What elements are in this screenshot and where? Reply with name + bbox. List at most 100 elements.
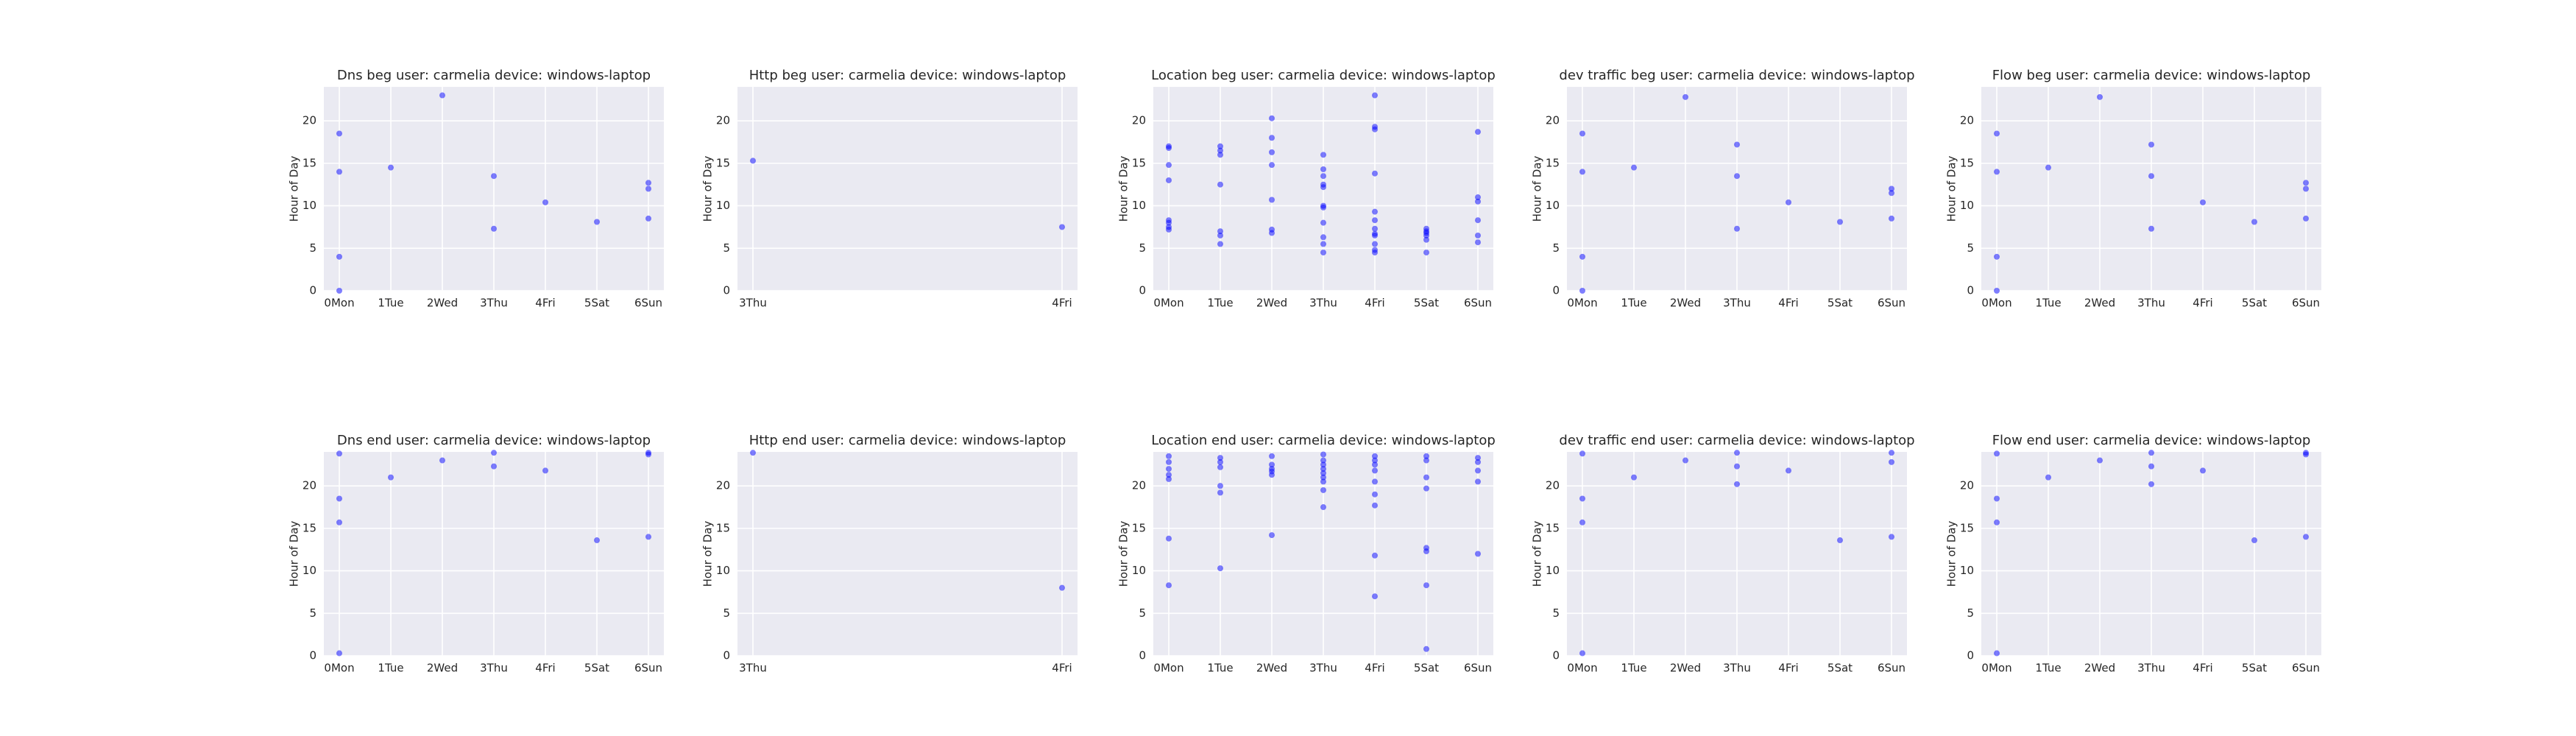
point <box>1579 519 1585 526</box>
y-axis-label: Hour of Day <box>1117 521 1130 587</box>
point <box>1372 457 1378 464</box>
point <box>594 537 600 544</box>
point <box>1475 198 1481 205</box>
x-tick-label: 5Sat <box>584 297 609 310</box>
point <box>1889 450 1894 456</box>
point <box>1423 457 1429 464</box>
point <box>1372 552 1378 559</box>
x-tick-label: 3Thu <box>1723 297 1751 310</box>
x-tick-label: 3Thu <box>739 662 767 675</box>
point <box>645 180 651 186</box>
point <box>1734 141 1740 148</box>
point <box>1372 126 1378 132</box>
point <box>388 474 394 481</box>
point <box>1166 472 1172 478</box>
point <box>1166 582 1172 589</box>
y-tick-label: 20 <box>716 479 730 492</box>
point <box>1372 170 1378 177</box>
point <box>1889 215 1894 222</box>
x-tick-label: 4Fri <box>1365 297 1384 310</box>
point <box>1059 584 1065 591</box>
x-tick-label: 1Tue <box>1207 662 1233 675</box>
y-axis-label: Hour of Day <box>288 521 301 587</box>
y-tick-label: 0 <box>1139 649 1146 662</box>
chart-title: dev traffic beg user: carmelia device: w… <box>1559 68 1914 83</box>
point <box>1423 548 1429 555</box>
chart-title: Flow end user: carmelia device: windows-… <box>1992 433 2311 448</box>
point <box>1320 470 1326 476</box>
point <box>336 169 342 175</box>
x-tick-label: 5Sat <box>1414 662 1439 675</box>
x-tick-label: 0Mon <box>324 662 354 675</box>
point <box>1320 173 1326 180</box>
y-tick-label: 5 <box>1552 606 1560 620</box>
point <box>1837 537 1843 544</box>
point <box>336 288 342 294</box>
point <box>1682 457 1688 464</box>
y-tick-label: 15 <box>302 156 316 169</box>
point <box>336 130 342 137</box>
y-tick-label: 0 <box>723 284 730 297</box>
point <box>1475 232 1481 238</box>
point <box>1372 453 1378 459</box>
chart-title: Dns end user: carmelia device: windows-l… <box>337 433 651 448</box>
point <box>1889 534 1894 540</box>
x-tick-label: 1Tue <box>1207 297 1233 310</box>
point <box>1372 208 1378 215</box>
point <box>645 534 651 540</box>
point <box>491 463 497 470</box>
x-tick-label: 3Thu <box>480 297 508 310</box>
x-tick-label: 4Fri <box>2193 297 2212 310</box>
point <box>1889 190 1894 197</box>
y-axis-label: Hour of Day <box>288 156 301 222</box>
point <box>1372 491 1378 498</box>
point <box>1423 485 1429 492</box>
x-tick-label: 3Thu <box>480 662 508 675</box>
point <box>2148 450 2154 456</box>
y-tick-label: 0 <box>1967 649 1974 662</box>
point <box>1166 145 1172 152</box>
y-tick-label: 5 <box>309 606 316 620</box>
x-tick-label: 3Thu <box>2137 662 2165 675</box>
point <box>1889 185 1894 192</box>
point <box>336 495 342 502</box>
point <box>1320 486 1326 493</box>
x-tick-label: 2Wed <box>427 297 458 310</box>
plot-area <box>737 452 1078 656</box>
point <box>1269 230 1275 236</box>
x-tick-label: 4Fri <box>2193 662 2212 675</box>
subplot: 0 5 10 15 20 0Mon 1Tue 2Wed 3Thu 4Fri 5Sat 6Sun Loca… <box>1117 433 1496 675</box>
x-tick-label: 0Mon <box>1981 662 2011 675</box>
y-tick-label: 10 <box>1546 564 1560 577</box>
x-tick-label: 6Sun <box>1464 662 1492 675</box>
subplot: 0 5 10 15 20 0Mon 1Tue 2Wed 3Thu 4Fri 5Sat 6Sun Flow… <box>1945 433 2321 675</box>
point <box>1734 463 1740 470</box>
point <box>1579 495 1585 502</box>
point <box>1734 481 1740 487</box>
point <box>1217 483 1223 489</box>
chart-title: Location beg user: carmelia device: wind… <box>1151 68 1496 83</box>
point <box>1994 130 2000 137</box>
point <box>1320 504 1326 511</box>
point <box>1217 228 1223 235</box>
point <box>1475 239 1481 246</box>
point <box>1372 593 1378 600</box>
x-tick-label: 6Sun <box>2292 297 2320 310</box>
y-tick-label: 15 <box>1546 521 1560 534</box>
y-tick-label: 20 <box>302 114 316 127</box>
y-tick-label: 5 <box>1967 241 1974 255</box>
point <box>2148 481 2154 487</box>
x-tick-label: 0Mon <box>1153 662 1183 675</box>
point <box>1423 250 1429 256</box>
y-tick-label: 0 <box>1139 284 1146 297</box>
y-tick-label: 10 <box>1960 199 1974 212</box>
y-tick-label: 15 <box>716 521 730 534</box>
x-tick-label: 5Sat <box>1827 297 1853 310</box>
point <box>1166 475 1172 482</box>
point <box>2303 451 2309 458</box>
x-tick-label: 3Thu <box>2137 297 2165 310</box>
point <box>1320 478 1326 485</box>
point <box>1734 225 1740 232</box>
y-tick-label: 20 <box>1960 114 1974 127</box>
x-tick-label: 2Wed <box>1670 297 1701 310</box>
